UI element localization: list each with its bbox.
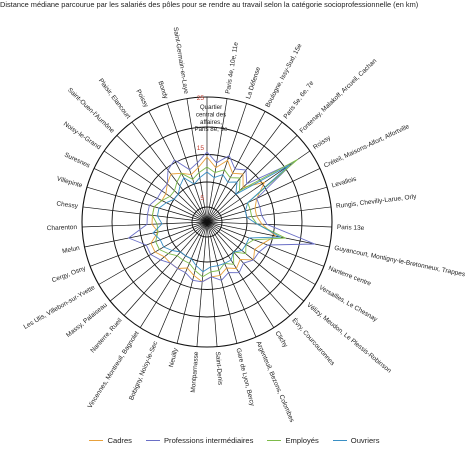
legend-swatch bbox=[267, 440, 282, 441]
spoke bbox=[206, 98, 228, 223]
spoke bbox=[176, 221, 208, 344]
legend: Cadres Professions intermédiaires Employés… bbox=[0, 436, 469, 445]
spoke bbox=[139, 221, 208, 328]
legend-swatch bbox=[332, 440, 347, 441]
category-label: Fontenay, Malakoff, Arcueil, Cachan bbox=[299, 57, 379, 134]
radar-spokes bbox=[82, 97, 332, 347]
spoke bbox=[206, 221, 257, 338]
legend-swatch bbox=[89, 440, 104, 441]
category-label: Rungis, Chevilly-Larue, Orly bbox=[336, 193, 418, 210]
category-label: Vélizy, Meudon, Le Plessis-Robinson bbox=[305, 302, 392, 375]
category-label: Suresnes bbox=[63, 152, 91, 170]
spoke bbox=[206, 206, 332, 223]
spoke bbox=[109, 221, 208, 302]
series-layer bbox=[128, 151, 316, 283]
series-line bbox=[151, 159, 298, 278]
spoke bbox=[86, 186, 208, 223]
spoke bbox=[206, 168, 321, 223]
chart-title: Distance médiane parcourue par les salar… bbox=[0, 0, 419, 9]
legend-item: Cadres bbox=[89, 436, 132, 445]
spoke bbox=[186, 98, 208, 223]
category-label: Quartier central des affaires, Paris 8e, 9e bbox=[194, 104, 228, 133]
category-label: Gare de Lyon, Bercy bbox=[234, 347, 255, 407]
category-label: La Défense bbox=[245, 66, 262, 100]
category-label: Paris 5e, 6e, 7e bbox=[282, 79, 315, 120]
legend-label: Cadres bbox=[107, 436, 132, 445]
category-label: Bobigny, Noisy-le-Sec bbox=[128, 340, 160, 402]
legend-label: Ouvriers bbox=[350, 436, 380, 445]
category-label: Noisy-le-Grand bbox=[62, 121, 102, 152]
category-label: Neuilly bbox=[168, 347, 180, 368]
category-label: Saint-Germain-en-Laye bbox=[172, 27, 190, 95]
category-label: Argenteuil, Bezons, Colombes bbox=[255, 340, 296, 424]
spoke bbox=[157, 221, 208, 338]
spoke bbox=[206, 135, 298, 223]
tick-label: 15 bbox=[197, 145, 205, 152]
legend-label: Employés bbox=[285, 436, 319, 445]
category-label: Bondy bbox=[156, 80, 169, 100]
spoke bbox=[84, 221, 208, 248]
category-label: Melun bbox=[62, 245, 81, 255]
tick-label: 25 bbox=[197, 95, 205, 102]
spoke bbox=[93, 168, 208, 223]
category-label: Chessy bbox=[56, 200, 79, 210]
legend-item: Professions intermédiaires bbox=[145, 436, 254, 445]
series-line bbox=[152, 164, 290, 273]
category-label: Villepinte bbox=[56, 175, 84, 189]
category-label: Nanterre, Rueil bbox=[89, 317, 124, 355]
spoke bbox=[206, 221, 218, 347]
legend-label: Professions intermédiaires bbox=[163, 436, 254, 445]
legend-item: Ouvriers bbox=[332, 436, 380, 445]
spoke bbox=[206, 221, 332, 228]
spoke bbox=[206, 103, 247, 223]
spoke bbox=[206, 186, 328, 223]
spoke bbox=[116, 135, 208, 223]
tick-label: 5 bbox=[200, 195, 204, 202]
spoke bbox=[206, 111, 266, 223]
spoke bbox=[103, 150, 208, 223]
legend-item: Employés bbox=[267, 436, 319, 445]
spoke bbox=[206, 221, 291, 316]
category-label: Saint-Denis bbox=[214, 351, 224, 386]
category-labels: Quartier central des affaires, Paris 8e, 9e… bbox=[22, 27, 466, 425]
spoke bbox=[196, 221, 208, 347]
category-label: Créteil, Maisons-Alfort, Alfortville bbox=[323, 123, 411, 170]
spoke bbox=[148, 111, 208, 223]
category-label: Charenton bbox=[47, 224, 78, 232]
category-label: Paris 4e, 10e, 11e bbox=[225, 41, 240, 94]
spoke bbox=[206, 221, 305, 302]
category-label: Cergy, Osny bbox=[51, 265, 88, 284]
spoke bbox=[167, 103, 208, 223]
category-label: Levallois bbox=[331, 175, 358, 189]
category-label: Plaisir, Elancourt bbox=[97, 77, 132, 120]
category-label: Nanterre centre bbox=[327, 265, 372, 288]
spoke bbox=[206, 221, 275, 328]
spoke bbox=[206, 221, 238, 344]
spoke bbox=[131, 121, 208, 223]
spoke bbox=[206, 221, 330, 248]
spoke bbox=[206, 221, 316, 285]
spoke bbox=[82, 206, 208, 223]
radial-ticks: 5 15 25 bbox=[197, 95, 205, 202]
category-label: Paris 13e bbox=[337, 224, 365, 232]
spoke bbox=[89, 221, 208, 267]
spoke bbox=[98, 221, 208, 285]
category-label: Roissy bbox=[312, 134, 333, 151]
spoke bbox=[82, 221, 208, 228]
spoke bbox=[123, 221, 208, 316]
legend-swatch bbox=[145, 440, 160, 441]
spoke bbox=[206, 121, 283, 223]
series-line bbox=[128, 151, 316, 283]
category-label: Montparnasse bbox=[190, 351, 200, 393]
spoke bbox=[206, 221, 325, 267]
category-label: Massy, Palaiseau bbox=[65, 301, 109, 339]
category-label: Clichy bbox=[273, 330, 289, 349]
category-label: Poissy bbox=[134, 88, 149, 109]
